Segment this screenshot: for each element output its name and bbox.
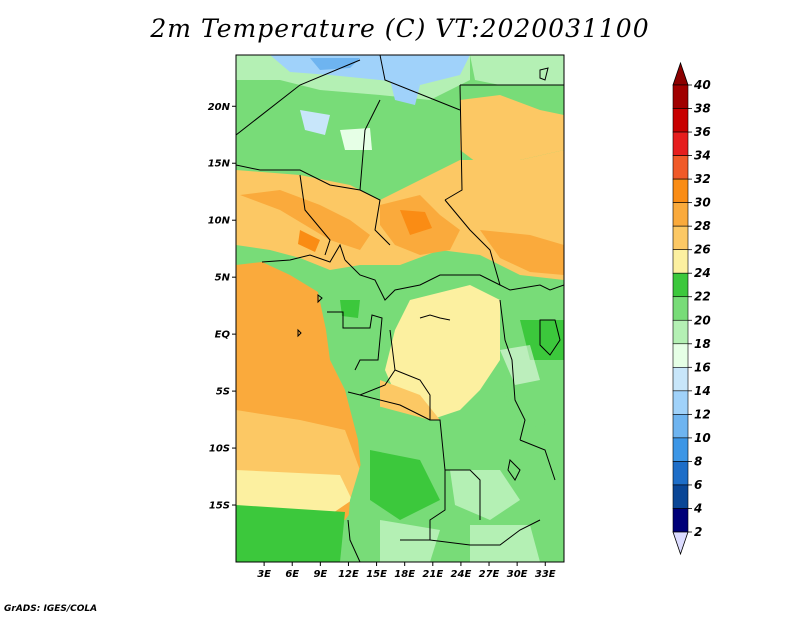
colorbar-label: 20 <box>694 313 711 327</box>
colorbar-swatch <box>672 178 689 203</box>
latitude-axis: 20N 15N 10N 5N EQ 5S 10S 15S <box>208 102 236 512</box>
colorbar-label: 30 <box>694 196 711 210</box>
colorbar-swatch <box>672 437 689 462</box>
lon-tick-label: 21E <box>422 569 443 580</box>
colorbar-swatch <box>672 272 689 298</box>
lon-tick-label: 3E <box>257 569 271 580</box>
temperature-field <box>236 55 564 562</box>
colorbar-label: 12 <box>694 407 711 421</box>
colorbar-label: 16 <box>694 360 711 374</box>
colorbar-label: 6 <box>694 478 702 492</box>
colorbar-swatch <box>672 414 689 439</box>
colorbar-swatch <box>672 202 689 227</box>
lon-tick-label: 9E <box>313 569 327 580</box>
colorbar-label: 22 <box>694 290 711 304</box>
colorbar-label: 40 <box>693 78 711 92</box>
lat-tick-label: 15N <box>208 159 231 170</box>
lon-tick-label: 12E <box>338 569 359 580</box>
lon-tick-label: 27E <box>479 569 500 580</box>
colorbar-swatch <box>672 225 689 250</box>
lon-tick-label: 24E <box>451 569 472 580</box>
colorbar-label: 26 <box>694 243 711 257</box>
colorbar-label: 28 <box>694 219 711 233</box>
colorbar-label: 34 <box>694 149 711 163</box>
colorbar-swatch <box>672 343 689 368</box>
lat-tick-label: 10S <box>209 444 230 455</box>
colorbar-label: 4 <box>693 501 702 515</box>
map-title: 2m Temperature (C) VT:2020031100 <box>150 14 650 43</box>
colorbar-swatch <box>672 131 689 156</box>
colorbar-label: 24 <box>694 266 711 280</box>
colorbar-swatch <box>672 367 689 392</box>
lat-tick-label: 20N <box>208 102 231 113</box>
colorbar-label: 2 <box>694 525 702 539</box>
colorbar-label: 32 <box>694 172 711 186</box>
colorbar-label: 38 <box>694 102 711 116</box>
colorbar-swatch <box>672 249 689 274</box>
colorbar-swatch <box>672 296 689 321</box>
colorbar: 40 38 36 34 32 30 28 26 24 22 20 18 16 14 12 10 8 6 4 2 <box>672 61 711 556</box>
colorbar-swatch <box>672 484 689 509</box>
colorbar-swatch <box>672 390 689 415</box>
lon-tick-label: 15E <box>366 569 387 580</box>
colorbar-label: 36 <box>694 125 711 139</box>
map-frame <box>235 54 565 563</box>
longitude-axis: 3E 6E 9E 12E 15E 18E 21E 24E 27E 30E 33E <box>257 562 556 580</box>
lat-tick-label: 5S <box>216 387 230 398</box>
lon-tick-label: 18E <box>394 569 415 580</box>
lat-tick-label: 5N <box>215 273 231 284</box>
colorbar-label: 10 <box>694 431 711 445</box>
colorbar-bottom-arrow <box>672 531 689 556</box>
colorbar-label: 8 <box>694 454 702 468</box>
lon-tick-label: 6E <box>285 569 299 580</box>
lon-tick-label: 30E <box>507 569 528 580</box>
colorbar-swatch <box>672 108 689 133</box>
colorbar-label: 18 <box>694 337 711 351</box>
lat-tick-label: EQ <box>215 330 231 341</box>
lon-tick-label: 33E <box>535 569 556 580</box>
lat-tick-label: 10N <box>208 216 231 227</box>
country-borders <box>236 55 564 562</box>
colorbar-swatch <box>672 84 689 109</box>
colorbar-swatch <box>672 508 689 533</box>
colorbar-swatch <box>672 319 689 345</box>
colorbar-swatch <box>672 461 689 486</box>
grads-credit: GrADS: IGES/COLA <box>4 604 98 614</box>
lat-tick-label: 15S <box>209 501 230 512</box>
colorbar-top-arrow <box>672 61 689 86</box>
colorbar-label: 14 <box>694 384 711 398</box>
colorbar-swatch <box>672 155 689 180</box>
